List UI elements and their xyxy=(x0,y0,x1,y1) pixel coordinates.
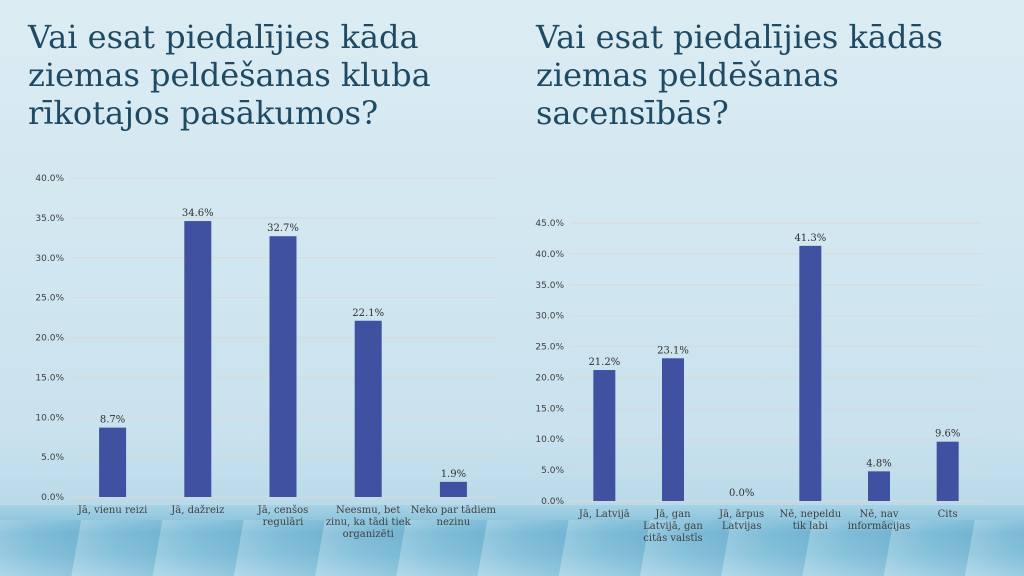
x-category-label: informācijas xyxy=(848,521,911,532)
y-tick-label: 15.0% xyxy=(35,373,64,383)
y-tick-label: 5.0% xyxy=(41,453,64,463)
x-category-label: Jā, gan xyxy=(654,509,691,520)
y-tick-label: 35.0% xyxy=(535,281,564,291)
y-tick-label: 45.0% xyxy=(535,219,564,229)
x-category-label: Jā, dažreiz xyxy=(170,505,224,516)
x-category-label: Latvijas xyxy=(722,521,762,532)
y-tick-label: 20.0% xyxy=(35,334,64,344)
y-tick-label: 40.0% xyxy=(535,250,564,260)
left-chart-title: Vai esat piedalījies kāda ziemas peldēša… xyxy=(28,18,431,132)
bar xyxy=(184,221,212,497)
data-label: 0.0% xyxy=(729,488,754,499)
bar xyxy=(868,471,890,501)
data-label: 22.1% xyxy=(352,308,384,319)
y-tick-label: 5.0% xyxy=(541,466,564,476)
x-category-label: organizēti xyxy=(343,529,394,540)
y-tick-label: 10.0% xyxy=(35,413,64,423)
x-category-label: Nē, nepeldu xyxy=(779,509,841,520)
y-tick-label: 0.0% xyxy=(41,493,64,503)
bar xyxy=(269,236,297,497)
y-tick-label: 30.0% xyxy=(35,254,64,264)
y-tick-label: 15.0% xyxy=(535,404,564,414)
x-category-label: nezinu xyxy=(437,517,471,528)
x-category-label: citās valstīs xyxy=(643,533,702,544)
x-category-label: Neesmu, bet xyxy=(336,505,400,516)
x-category-label: Jā, cenšos xyxy=(257,505,309,516)
data-label: 21.2% xyxy=(588,357,620,368)
x-category-label: Nē, nav xyxy=(859,509,898,520)
data-label: 9.6% xyxy=(935,429,960,440)
x-category-label: regulāri xyxy=(263,517,304,528)
right-chart-title: Vai esat piedalījies kādās ziemas peldēš… xyxy=(536,18,943,132)
data-label: 4.8% xyxy=(866,458,891,469)
bar xyxy=(799,245,822,501)
y-tick-label: 35.0% xyxy=(35,214,64,224)
water-ripples xyxy=(0,520,1024,576)
data-label: 32.7% xyxy=(267,223,299,234)
y-tick-label: 25.0% xyxy=(35,294,64,304)
bar xyxy=(662,358,684,501)
data-label: 8.7% xyxy=(100,415,125,426)
x-category-label: Cits xyxy=(938,509,958,520)
bar xyxy=(354,320,382,497)
y-tick-label: 10.0% xyxy=(535,435,564,445)
x-category-label: Neko par tādiem xyxy=(411,505,497,516)
bar xyxy=(439,481,467,497)
data-label: 34.6% xyxy=(182,208,214,219)
x-category-label: Latvijā, gan xyxy=(643,521,703,532)
bar xyxy=(936,441,959,501)
y-tick-label: 20.0% xyxy=(535,373,564,383)
data-label: 41.3% xyxy=(794,233,826,244)
bar xyxy=(99,427,127,497)
bar xyxy=(593,370,616,501)
x-category-label: Jā, ārpus xyxy=(718,509,764,520)
y-tick-label: 40.0% xyxy=(35,174,64,184)
data-label: 1.9% xyxy=(441,469,466,480)
y-tick-label: 30.0% xyxy=(535,312,564,322)
x-category-label: tik labi xyxy=(793,521,828,532)
water-background xyxy=(0,505,1024,576)
x-category-label: Jā, Latvijā xyxy=(578,509,630,520)
y-tick-label: 25.0% xyxy=(535,343,564,353)
y-tick-label: 0.0% xyxy=(541,497,564,507)
x-category-label: Jā, vienu reizi xyxy=(77,505,148,516)
data-label: 23.1% xyxy=(657,345,689,356)
x-category-label: zinu, ka tādi tiek xyxy=(326,517,412,528)
